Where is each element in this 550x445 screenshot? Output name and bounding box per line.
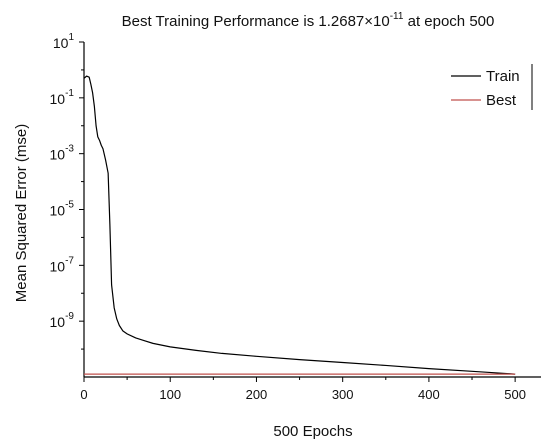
x-tick-label: 300 xyxy=(332,387,354,402)
y-ticks: 101 10-1 10-3 10-5 10-7 10-9 xyxy=(50,32,84,350)
x-axis-label: 500 Epochs xyxy=(273,423,352,440)
axes xyxy=(83,42,541,378)
y-tick-label: 101 xyxy=(53,32,75,51)
y-tick-label: 10-5 xyxy=(50,200,75,219)
legend: Train Best xyxy=(451,64,533,110)
chart-title-prefix: Best Training Performance is 1.2687×10 xyxy=(122,13,390,30)
x-tick-label: 200 xyxy=(246,387,268,402)
y-tick-label: 10-7 xyxy=(50,255,75,274)
y-axis-label: Mean Squared Error (mse) xyxy=(13,124,30,302)
series-layer xyxy=(83,75,516,375)
x-tick-label: 0 xyxy=(80,387,87,402)
y-tick-label: 10-3 xyxy=(50,144,75,163)
chart-title-suffix: at epoch 500 xyxy=(403,13,494,30)
y-tick-label: 10-9 xyxy=(50,311,75,330)
chart-title: Best Training Performance is 1.2687×10-1… xyxy=(122,11,495,30)
x-tick-label: 500 xyxy=(504,387,526,402)
chart-title-exponent: -11 xyxy=(390,11,404,22)
x-ticks: 0 100 200 300 400 500 xyxy=(80,377,526,402)
x-tick-label: 400 xyxy=(418,387,440,402)
x-tick-label: 100 xyxy=(159,387,181,402)
legend-train-label: Train xyxy=(486,68,520,85)
legend-best-label: Best xyxy=(486,92,517,109)
y-tick-label: 10-1 xyxy=(50,88,75,107)
series-line-train xyxy=(83,75,516,375)
